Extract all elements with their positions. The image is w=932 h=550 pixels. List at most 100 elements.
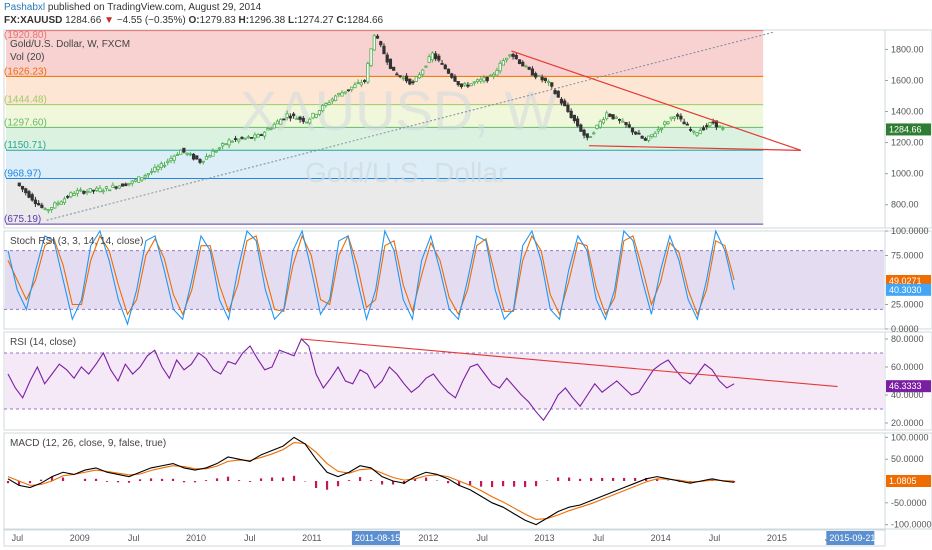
fib-label: (1626.23) <box>4 66 47 77</box>
candle-body <box>379 41 383 46</box>
candle-body <box>534 73 538 78</box>
time-axis-marker <box>351 531 400 545</box>
time-axis-label: 2014 <box>651 533 671 543</box>
candle-body <box>172 155 176 161</box>
candle-body <box>46 209 50 212</box>
candle-body <box>576 118 580 127</box>
trendline-dashed <box>46 31 773 221</box>
volume-label: Vol (20) <box>10 52 44 63</box>
candle-body <box>179 149 183 155</box>
candle-body <box>656 128 660 132</box>
candle-body <box>566 104 570 112</box>
pane-rsi <box>3 331 886 431</box>
candle-body <box>598 120 602 128</box>
candle-body <box>24 188 28 194</box>
candle-body <box>233 138 238 140</box>
candle-body <box>363 80 367 82</box>
candle-body <box>337 92 341 96</box>
candle-body <box>540 76 544 81</box>
candle-body <box>217 147 221 150</box>
stoch-k-line <box>7 229 735 326</box>
candle-body <box>221 143 225 147</box>
candle-body <box>582 129 586 136</box>
candle-body <box>111 184 115 188</box>
macd-title: MACD (12, 26, close, 9, false, true) <box>10 438 166 449</box>
time-axis-label: Jul <box>709 533 721 543</box>
watermark-name: Gold/U.S. Dollar <box>305 157 507 188</box>
candle-body <box>469 83 473 87</box>
low-label: L: <box>288 15 298 26</box>
time-axis-marker-text: 2015-09-21 <box>829 533 875 543</box>
candle-body <box>585 133 589 138</box>
candle-body <box>120 183 125 187</box>
candle-body <box>492 73 496 77</box>
candle-body <box>137 176 141 183</box>
candle-body <box>530 68 535 76</box>
stoch-value-text: 49.0271 <box>889 276 922 286</box>
candle-body <box>721 127 725 130</box>
candle-body <box>321 105 325 112</box>
candle-body <box>156 166 160 170</box>
rsi-value-badge <box>886 380 931 393</box>
symbol-label: FX:XAUUSD <box>4 15 63 26</box>
macd-value-text: 1.0805 <box>889 476 917 486</box>
candle-body <box>72 193 76 196</box>
stoch-title: Stoch RSI (3, 3, 14, 14, close) <box>10 236 143 247</box>
candle-body <box>59 201 63 205</box>
candle-body <box>230 140 234 143</box>
candle-body <box>682 121 686 125</box>
candle-body <box>508 54 512 57</box>
candle-body <box>198 159 202 163</box>
price-axis-label: 1600.00 <box>891 75 924 85</box>
fib-label: (1444.48) <box>4 95 47 106</box>
candle-body <box>408 78 412 85</box>
candle-body <box>350 86 354 90</box>
candle-body <box>514 54 518 60</box>
candle-body <box>295 118 299 121</box>
candle-body <box>269 127 273 130</box>
price-axis-label: 800.00 <box>891 200 919 210</box>
candle-body <box>314 113 318 118</box>
candle-body <box>630 127 635 133</box>
candle-body <box>369 48 373 67</box>
candle-body <box>75 190 79 194</box>
candle-body <box>214 150 218 153</box>
time-axis-label: 2011 <box>302 533 321 543</box>
candle-body <box>146 173 150 176</box>
candle-body <box>166 160 170 163</box>
candle-body <box>614 116 618 119</box>
candle-body <box>304 121 309 124</box>
candle-body <box>718 125 722 128</box>
candle-body <box>434 53 438 60</box>
candle-body <box>382 45 386 55</box>
candle-body <box>527 66 531 70</box>
macd-line <box>7 436 735 526</box>
price-axis-label: 1000.00 <box>891 169 924 179</box>
candle-body <box>124 183 128 187</box>
rsi-line <box>7 338 735 422</box>
open-value: 1279.83 <box>199 15 236 26</box>
price-change: −4.55 (−0.35%) <box>116 15 186 26</box>
candle-body <box>485 76 489 82</box>
candle-body <box>498 62 502 72</box>
rsi-value-text: 46.3333 <box>889 381 922 391</box>
candle-body <box>33 199 38 205</box>
candle-body <box>398 75 402 78</box>
candle-body <box>292 113 296 116</box>
candle-body <box>159 163 163 168</box>
candle-body <box>524 65 528 68</box>
rsi-axis-label: 20.0000 <box>891 418 924 428</box>
candle-body <box>366 63 370 83</box>
candle-body <box>475 79 480 82</box>
rsi-axis-label: 40.0000 <box>891 390 924 400</box>
candle-body <box>162 164 167 167</box>
author-link[interactable]: Pashabxl <box>4 2 46 13</box>
candle-body <box>191 153 196 160</box>
candle-body <box>440 63 444 65</box>
time-axis-label: 2012 <box>418 533 438 543</box>
candle-body <box>608 113 612 117</box>
candle-body <box>279 119 283 125</box>
candle-body <box>262 131 267 137</box>
candle-body <box>182 147 186 153</box>
